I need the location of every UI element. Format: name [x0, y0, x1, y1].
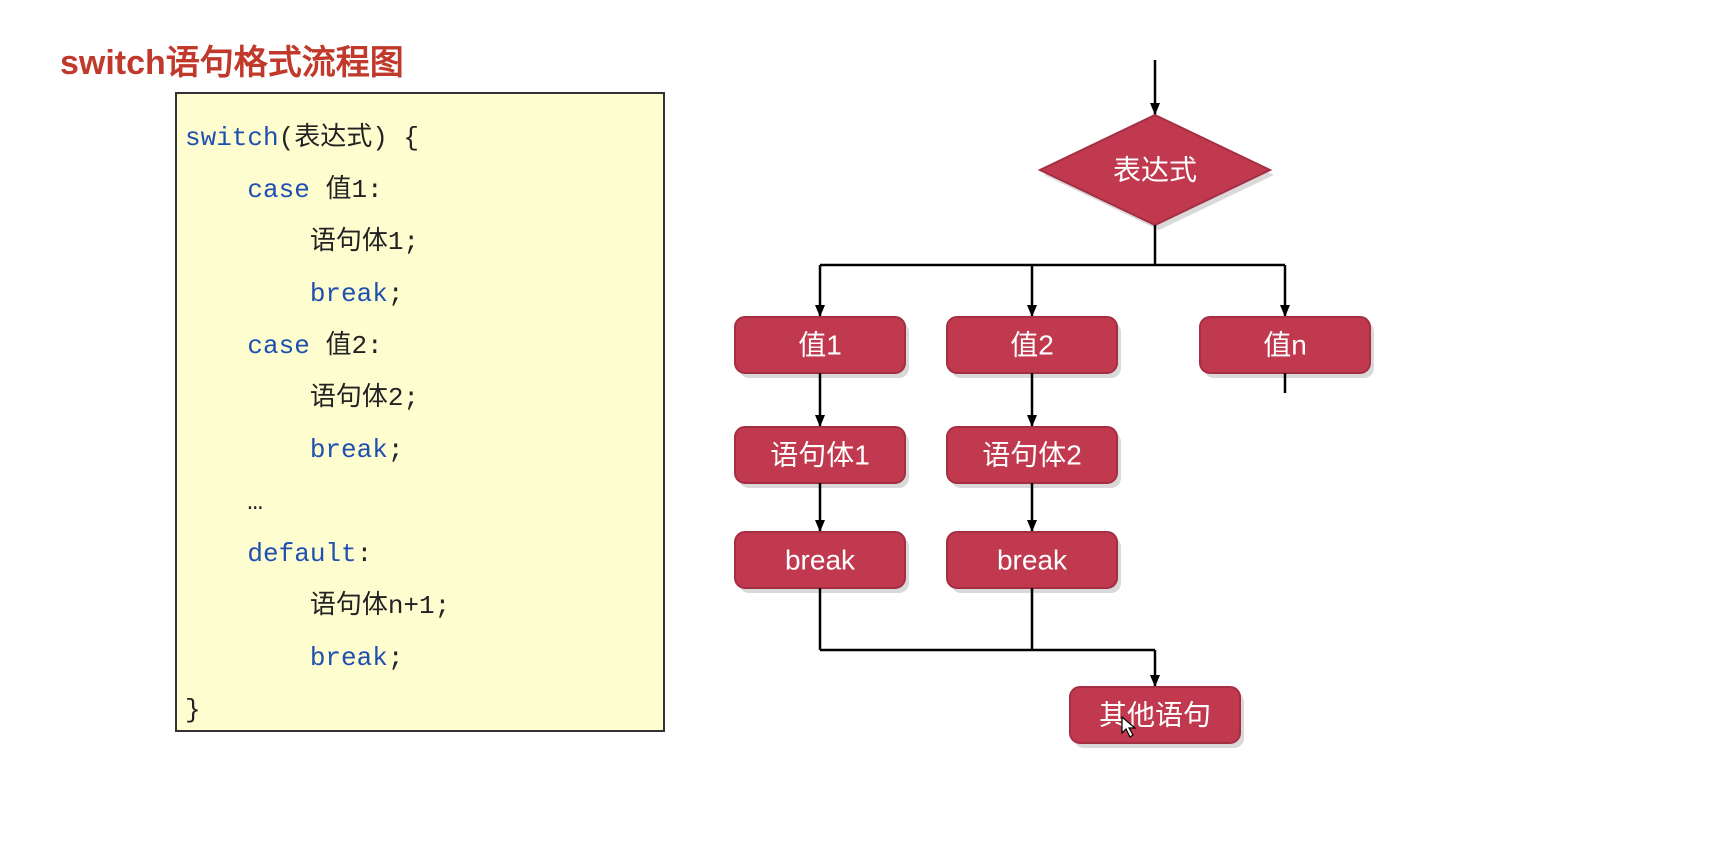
code-text: 值1: [310, 175, 383, 205]
decision-label: 表达式 [1113, 155, 1197, 186]
code-text: ; [388, 279, 404, 309]
code-text: 语句体2; [185, 383, 419, 413]
title-text: switch语句格式流程图 [60, 44, 404, 82]
code-text: 值2: [310, 331, 383, 361]
final-node-label: 其他语句 [1099, 700, 1211, 731]
code-text: … [185, 487, 263, 517]
code-keyword: default [247, 539, 356, 569]
body-node-1-label: 语句体2 [982, 440, 1082, 471]
code-text [185, 331, 247, 361]
break-node-0-label: break [785, 545, 856, 576]
code-keyword: case [247, 331, 309, 361]
code-keyword: break [310, 643, 388, 673]
page-title: switch语句格式流程图 [60, 35, 404, 84]
code-text: 语句体n+1; [185, 591, 450, 621]
code-text [185, 435, 310, 465]
code-keyword: break [310, 435, 388, 465]
code-keyword: case [247, 175, 309, 205]
break-node-1-label: break [997, 545, 1068, 576]
value-node-2-label: 值n [1263, 330, 1307, 361]
code-text: 语句体1; [185, 227, 419, 257]
code-keyword: switch [185, 123, 279, 153]
flowchart: 表达式值1 语句体1 break 值2 语句体2 break 值n 其他语句 [720, 50, 1480, 820]
code-text: } [185, 695, 201, 725]
body-node-0-label: 语句体1 [770, 440, 870, 471]
code-text [185, 175, 247, 205]
value-node-0-label: 值1 [798, 330, 842, 361]
code-text: : [357, 539, 373, 569]
code-text: ; [388, 643, 404, 673]
code-text [185, 643, 310, 673]
code-keyword: break [310, 279, 388, 309]
code-block: switch(表达式) { case 值1: 语句体1; break; case… [175, 92, 665, 732]
code-text: ; [388, 435, 404, 465]
code-text [185, 279, 310, 309]
code-text: (表达式) { [279, 123, 419, 153]
code-text [185, 539, 247, 569]
value-node-1-label: 值2 [1010, 330, 1054, 361]
